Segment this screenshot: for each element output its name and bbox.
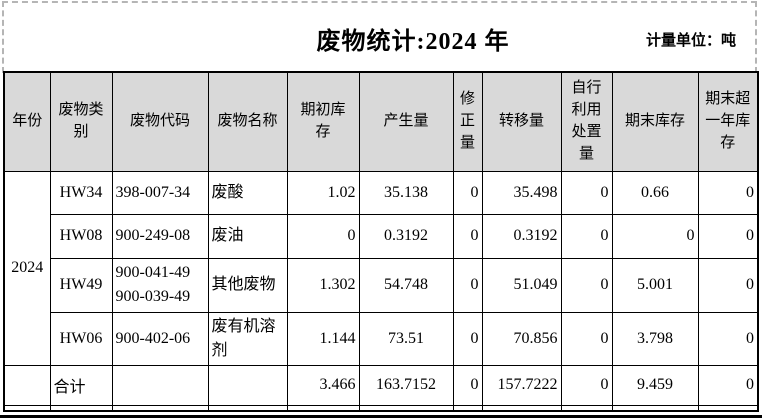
table-row: HW08 900-249-08 废油 0 0.3192 0 0.3192 0 0… (4, 213, 759, 259)
generated-cell[interactable]: 35.138 (358, 170, 454, 215)
header-generated-amount[interactable]: 产生量 (358, 71, 454, 172)
closing-stock-cell[interactable]: 0 (611, 213, 699, 259)
over-one-year-cell[interactable]: 0 (697, 257, 759, 313)
cut-off-row (3, 404, 759, 412)
total-closing-stock-cell[interactable]: 9.459 (611, 364, 699, 406)
correction-cell[interactable]: 0 (452, 257, 483, 313)
header-row: 年份 废物类 别 废物代码 废物名称 期初库 存 产生量 修 正 量 转移量 自… (3, 71, 759, 172)
generated-cell[interactable]: 54.748 (358, 257, 454, 313)
code-cell[interactable]: 900-249-08 (111, 213, 209, 259)
code-cell[interactable]: 900-041-49 900-039-49 (111, 257, 209, 313)
header-opening-stock[interactable]: 期初库 存 (286, 71, 360, 172)
closing-stock-cell[interactable]: 0.66 (611, 170, 699, 215)
bottom-edge-bar (0, 415, 762, 418)
correction-cell[interactable]: 0 (452, 170, 483, 215)
opening-stock-cell[interactable]: 1.02 (286, 170, 360, 215)
total-correction-cell[interactable]: 0 (452, 364, 483, 406)
total-over-one-year-cell[interactable]: 0 (697, 364, 759, 406)
transferred-cell[interactable]: 70.856 (481, 311, 562, 366)
self-disposal-cell[interactable]: 0 (560, 213, 613, 259)
cut-cell (207, 404, 288, 412)
header-waste-code[interactable]: 废物代码 (111, 71, 209, 172)
correction-cell[interactable]: 0 (452, 311, 483, 366)
cut-cell (697, 404, 759, 412)
opening-stock-cell[interactable]: 0 (286, 213, 360, 259)
over-one-year-cell[interactable]: 0 (697, 170, 759, 215)
header-closing-stock[interactable]: 期末库存 (611, 71, 699, 172)
opening-stock-cell[interactable]: 1.144 (286, 311, 360, 366)
transferred-cell[interactable]: 51.049 (481, 257, 562, 313)
cut-cell (358, 404, 454, 412)
year-cell-empty[interactable] (3, 364, 51, 406)
category-cell[interactable]: HW49 (49, 257, 113, 313)
name-cell[interactable]: 废有机溶 剂 (207, 311, 288, 366)
table-row: HW49 900-041-49 900-039-49 其他废物 1.302 54… (4, 257, 759, 313)
header-transferred-amount[interactable]: 转移量 (481, 71, 562, 172)
name-cell[interactable]: 废油 (207, 213, 288, 259)
sheet-title[interactable]: 废物统计:2024 年 (316, 29, 510, 55)
category-cell[interactable]: HW08 (49, 213, 113, 259)
total-row: 合计 3.466 163.7152 0 157.7222 0 9.459 0 (3, 364, 759, 406)
cut-cell (560, 404, 613, 412)
header-self-disposal-amount[interactable]: 自行 利用 处置 量 (560, 71, 613, 172)
total-generated-cell[interactable]: 163.7152 (358, 364, 454, 406)
category-cell[interactable]: HW06 (49, 311, 113, 366)
name-cell[interactable]: 其他废物 (207, 257, 288, 313)
total-self-disposal-cell[interactable]: 0 (560, 364, 613, 406)
waste-statistics-table: 年份 废物类 别 废物代码 废物名称 期初库 存 产生量 修 正 量 转移量 自… (3, 71, 759, 412)
header-year[interactable]: 年份 (3, 71, 51, 172)
header-over-one-year-stock[interactable]: 期末超 一年库 存 (697, 71, 759, 172)
code-cell-empty[interactable] (111, 364, 209, 406)
cut-cell (452, 404, 483, 412)
cut-cell (481, 404, 562, 412)
code-cell[interactable]: 900-402-06 (111, 311, 209, 366)
self-disposal-cell[interactable]: 0 (560, 311, 613, 366)
table-row: HW06 900-402-06 废有机溶 剂 1.144 73.51 0 70.… (4, 311, 759, 366)
opening-stock-cell[interactable]: 1.302 (286, 257, 360, 313)
generated-cell[interactable]: 0.3192 (358, 213, 454, 259)
name-cell-empty[interactable] (207, 364, 288, 406)
generated-cell[interactable]: 73.51 (358, 311, 454, 366)
total-opening-stock-cell[interactable]: 3.466 (286, 364, 360, 406)
correction-cell[interactable]: 0 (452, 213, 483, 259)
cut-cell (286, 404, 360, 412)
header-correction-amount[interactable]: 修 正 量 (452, 71, 483, 172)
transferred-cell[interactable]: 35.498 (481, 170, 562, 215)
total-transferred-cell[interactable]: 157.7222 (481, 364, 562, 406)
closing-stock-cell[interactable]: 3.798 (611, 311, 699, 366)
header-waste-category[interactable]: 废物类 别 (49, 71, 113, 172)
over-one-year-cell[interactable]: 0 (697, 311, 759, 366)
total-label-cell[interactable]: 合计 (49, 364, 113, 406)
category-cell[interactable]: HW34 (49, 170, 113, 215)
transferred-cell[interactable]: 0.3192 (481, 213, 562, 259)
table-row: 2024 HW34 398-007-34 废酸 1.02 35.138 0 35… (3, 170, 759, 366)
cut-cell (3, 404, 51, 412)
header-waste-name[interactable]: 废物名称 (207, 71, 288, 172)
year-cell[interactable]: 2024 (3, 170, 51, 366)
name-cell[interactable]: 废酸 (207, 170, 288, 215)
cut-cell (49, 404, 113, 412)
cut-cell (111, 404, 209, 412)
code-cell[interactable]: 398-007-34 (111, 170, 209, 215)
self-disposal-cell[interactable]: 0 (560, 257, 613, 313)
cut-cell (611, 404, 699, 412)
self-disposal-cell[interactable]: 0 (560, 170, 613, 215)
closing-stock-cell[interactable]: 5.001 (611, 257, 699, 313)
unit-label[interactable]: 计量单位：吨 (645, 33, 736, 49)
over-one-year-cell[interactable]: 0 (697, 213, 759, 259)
